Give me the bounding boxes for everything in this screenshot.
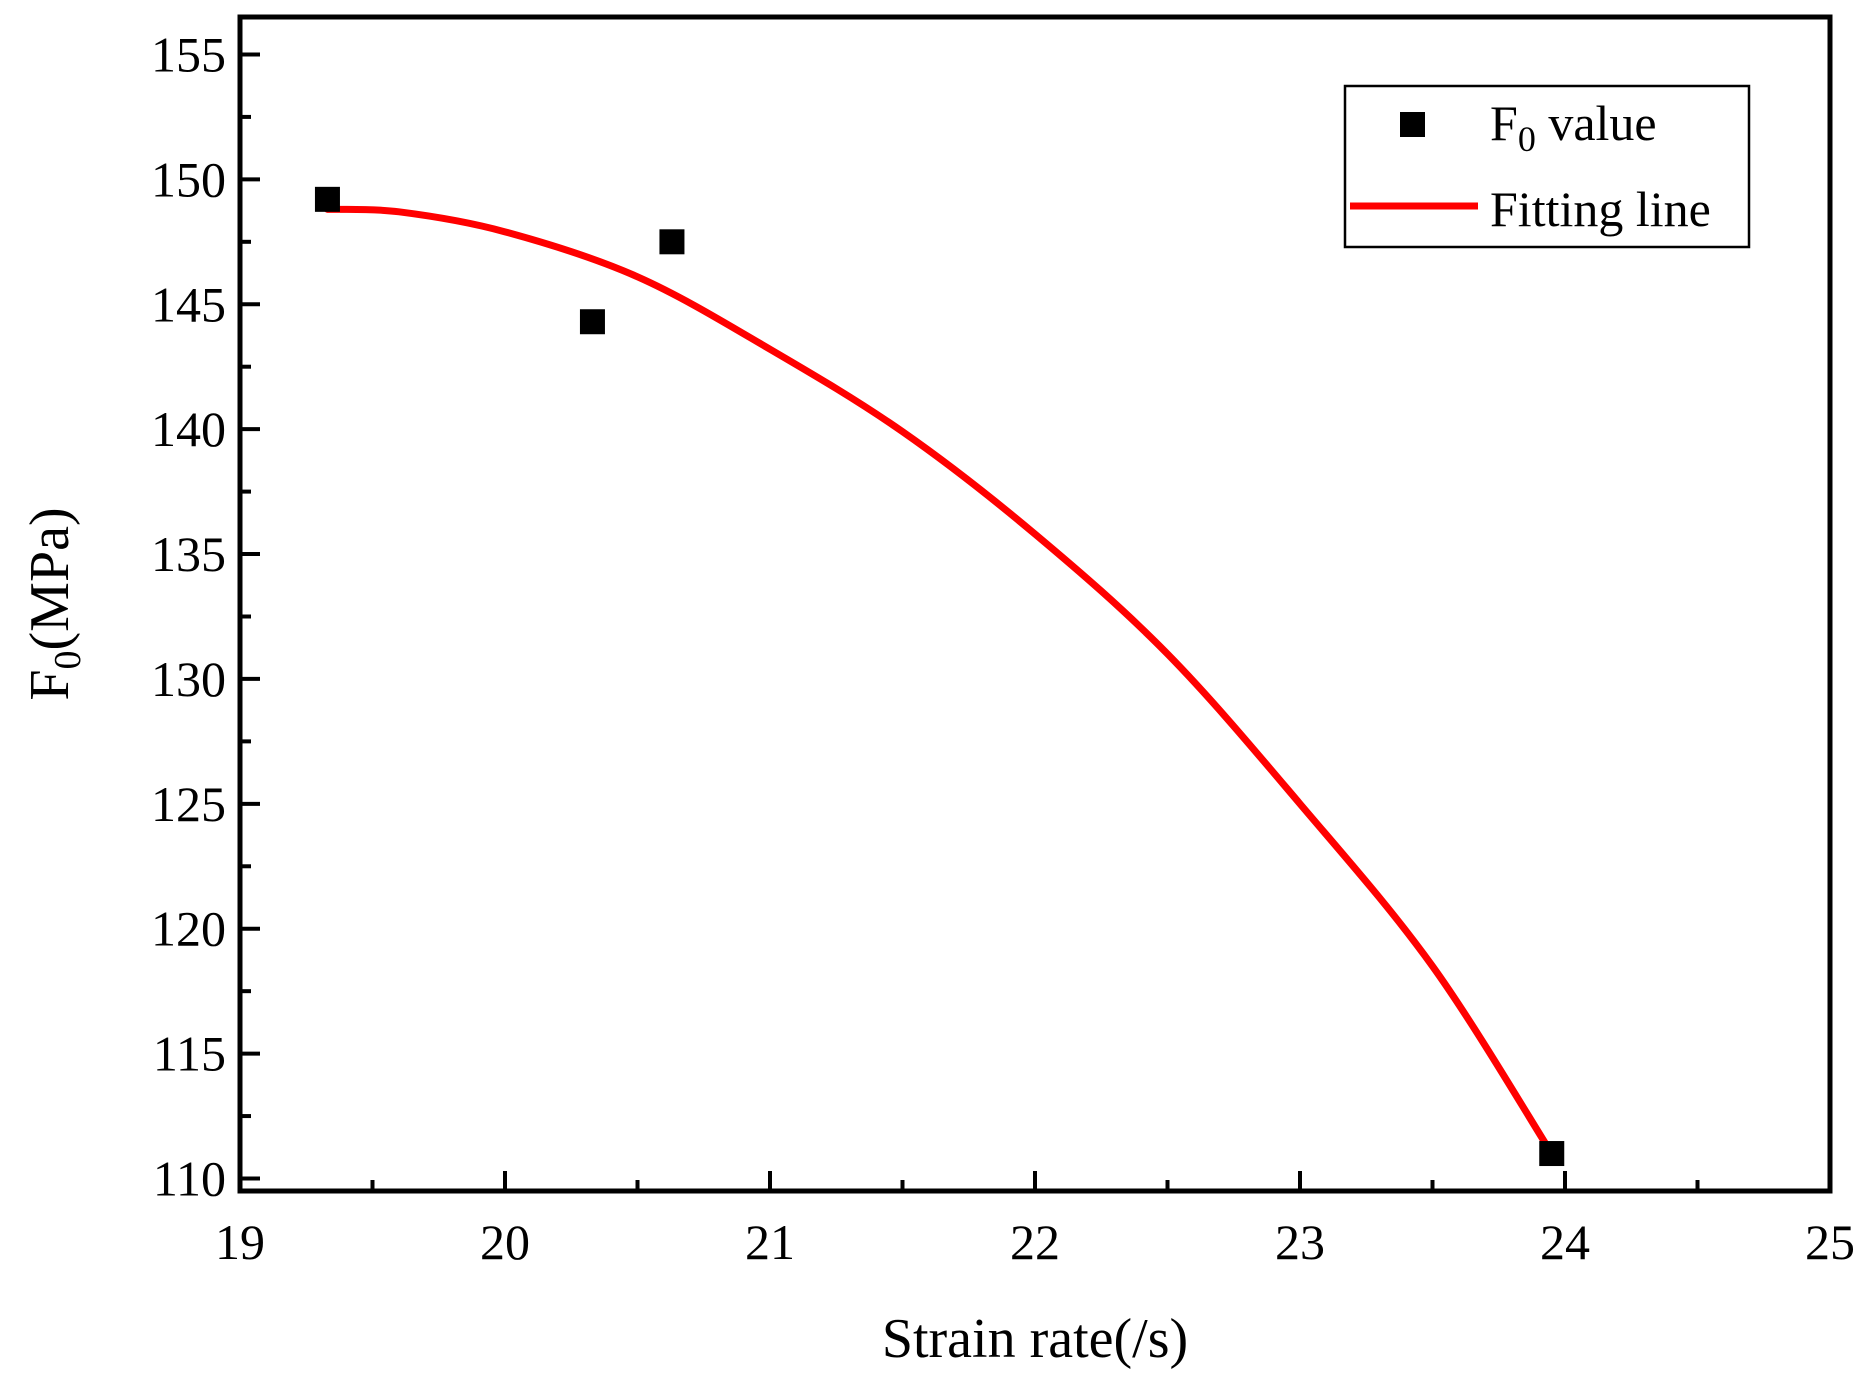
data-point [1539, 1141, 1565, 1167]
x-tick-label: 24 [1540, 1214, 1590, 1270]
y-tick-label: 155 [151, 26, 226, 82]
legend-label-values: F0 value [1490, 95, 1657, 159]
y-tick-label: 140 [151, 401, 226, 457]
x-tick-label: 22 [1010, 1214, 1060, 1270]
y-tick-label: 115 [153, 1026, 226, 1082]
data-point [579, 309, 605, 335]
legend-label-values-rest: value [1536, 95, 1657, 151]
x-tick-label: 19 [215, 1214, 265, 1270]
x-tick-label: 23 [1275, 1214, 1325, 1270]
x-axis-title: Strain rate(/s) [882, 1308, 1188, 1370]
y-axis-title: F0(MPa) [19, 507, 89, 700]
legend-label-fit: Fitting line [1490, 181, 1711, 237]
legend-label-values-main: F [1490, 95, 1518, 151]
data-point [659, 229, 685, 255]
y-tick-label: 110 [153, 1151, 226, 1207]
plot-frame [237, 14, 1833, 1194]
legend: F0 value Fitting line [1343, 84, 1751, 249]
y-tick-label: 135 [151, 526, 226, 582]
data-point [314, 186, 340, 212]
y-axis-title-unit: (MPa) [19, 507, 81, 650]
y-tick-label: 150 [151, 151, 226, 207]
legend-label-values-subscript: 0 [1518, 119, 1536, 159]
x-tick-label: 20 [480, 1214, 530, 1270]
y-tick-label: 125 [151, 776, 226, 832]
ticks-layer: 19 20 21 22 23 24 25 110 115 120 125 130 135 140 145 15… [151, 26, 1855, 1270]
x-tick-label: 21 [745, 1214, 795, 1270]
y-tick-label: 145 [151, 276, 226, 332]
y-axis-title-main: F [19, 669, 81, 700]
x-tick-label: 25 [1805, 1214, 1855, 1270]
y-axis-title-subscript: 0 [47, 650, 89, 669]
legend-square-marker [1400, 112, 1425, 137]
plot-layer [314, 186, 1565, 1167]
fitting-line [323, 205, 1556, 1158]
y-tick-label: 120 [151, 901, 226, 957]
y-tick-label: 130 [151, 651, 226, 707]
